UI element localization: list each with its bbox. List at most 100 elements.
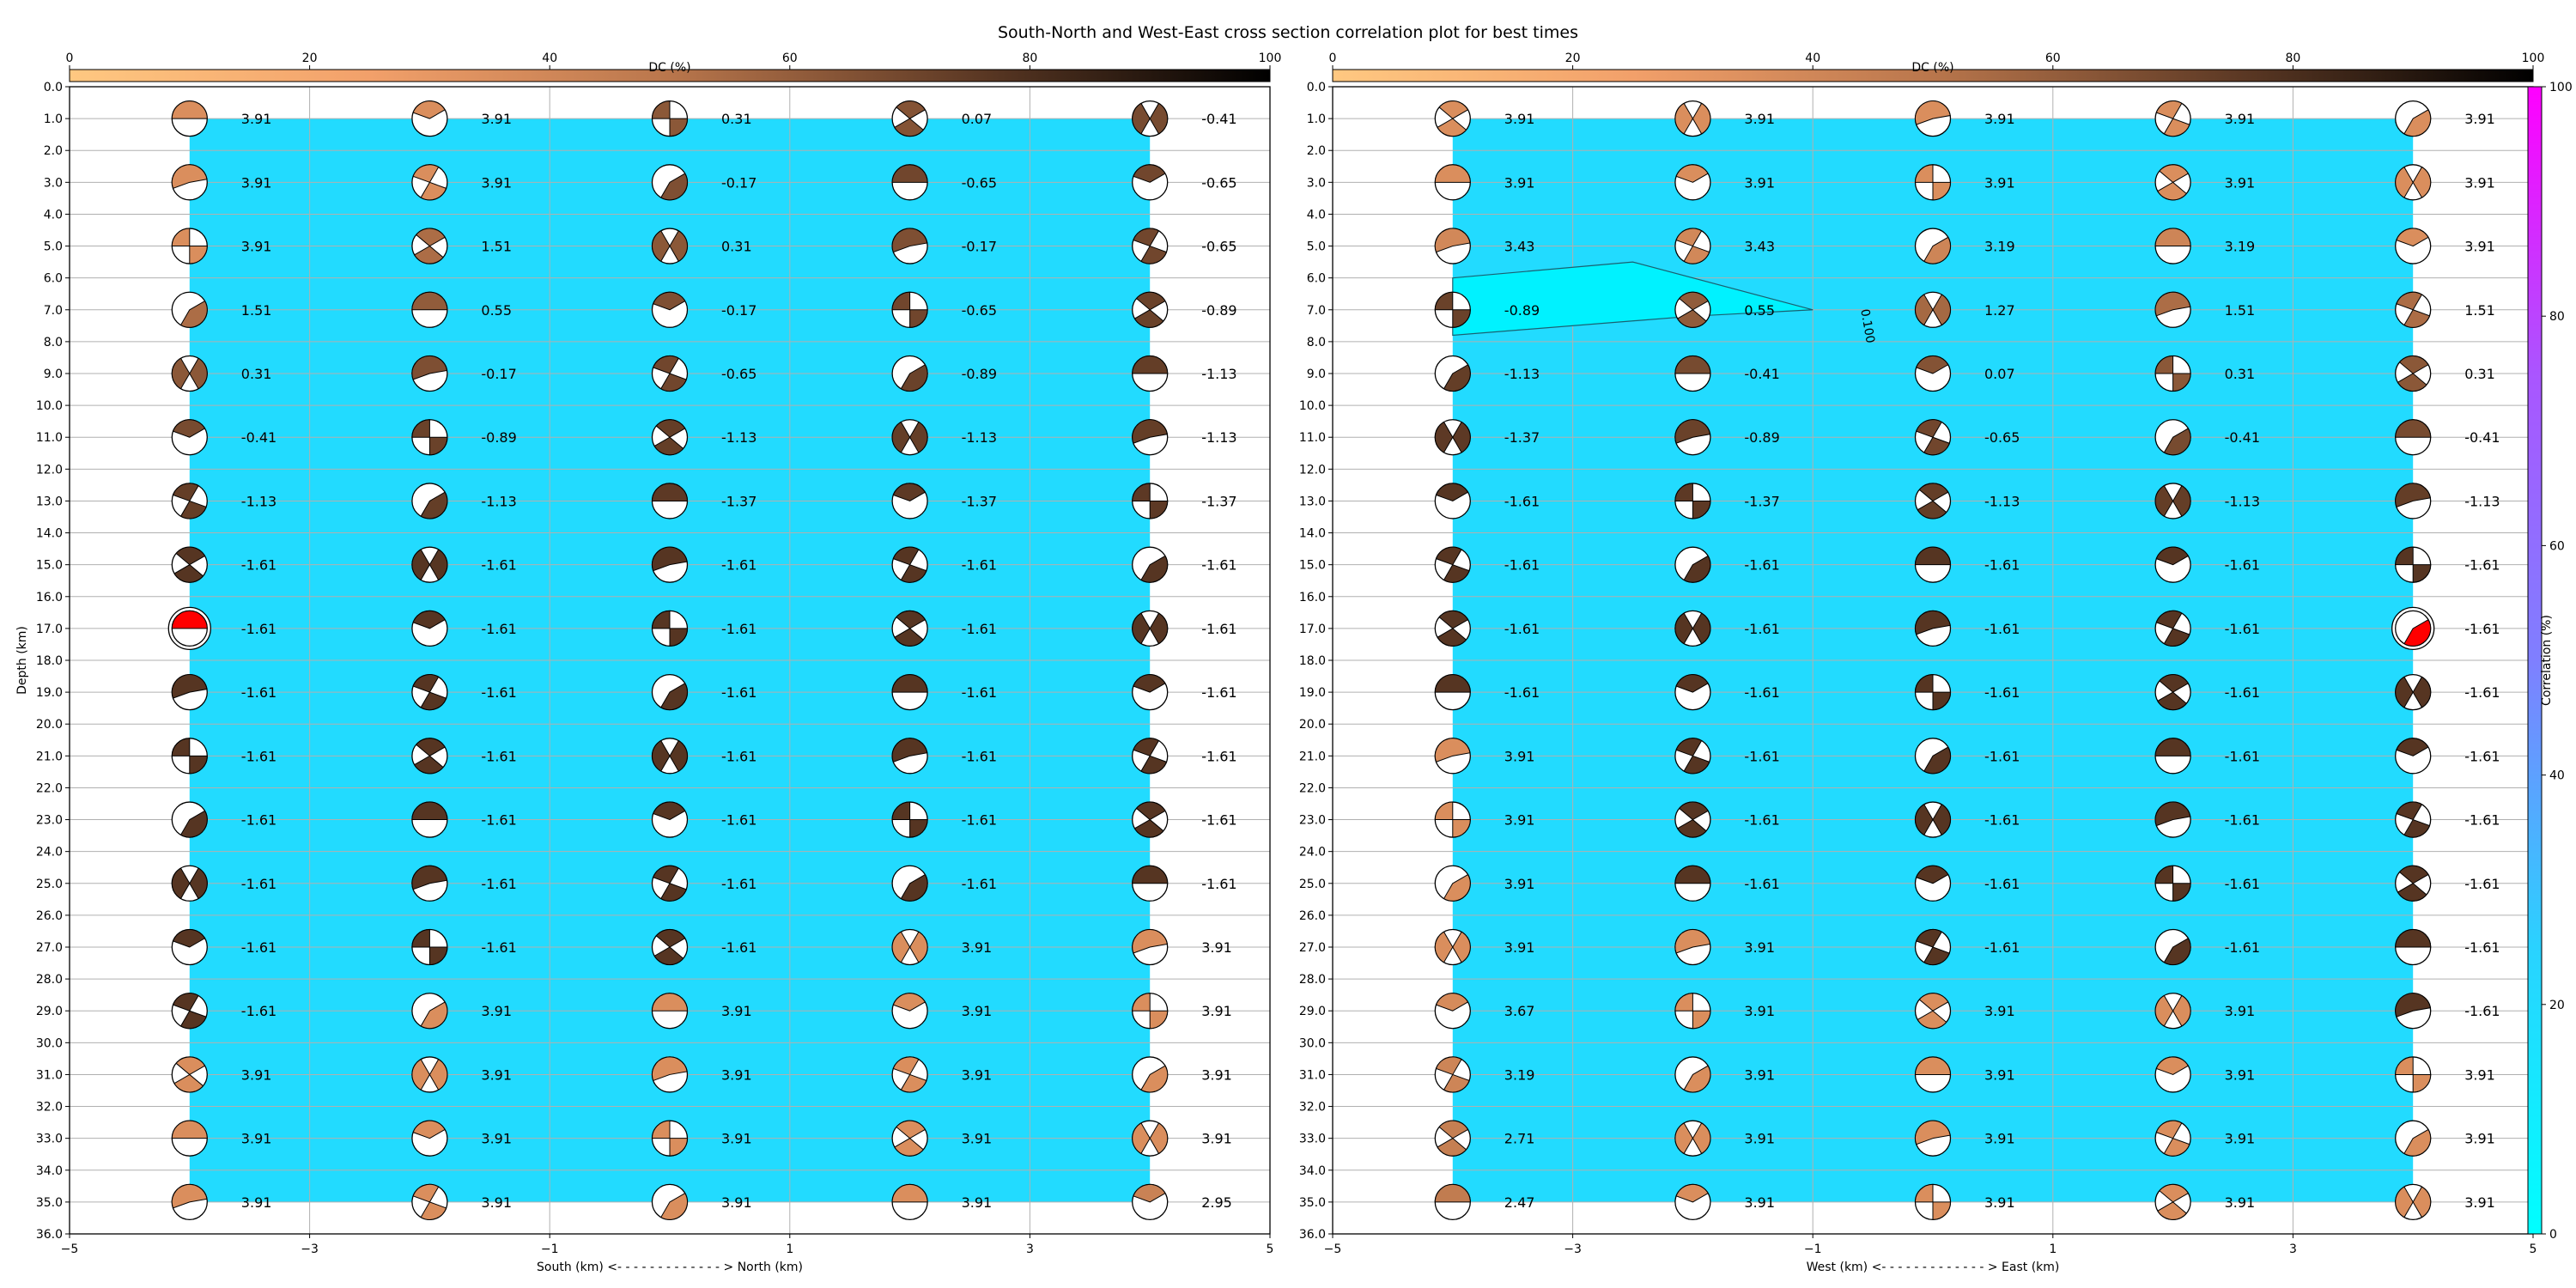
beachball [2395, 419, 2432, 456]
beachball-value-label: 3.91 [1984, 1194, 2015, 1211]
beachball-value-label: -0.17 [721, 302, 756, 319]
beachball-value-label: 3.91 [1504, 812, 1535, 829]
beachball-quadrant [891, 738, 928, 762]
dc-colorbar-bar [1332, 69, 2534, 82]
y-tick-label: 6.0 [1307, 272, 1326, 286]
beachball [171, 993, 208, 1030]
beachball [411, 546, 448, 583]
beachball-quadrant [1683, 245, 1710, 264]
beachball-quadrant [1434, 931, 1454, 963]
beachball-quadrant [1918, 483, 1949, 502]
y-tick-label: 0.0 [44, 81, 63, 94]
beachball-value-label: -0.89 [1744, 429, 1779, 446]
beachball-value-label: 3.19 [2225, 239, 2256, 255]
dc-colorbar: 0 20 40 60 80 100 DC (%) [1329, 52, 2544, 82]
beachball-quadrant [411, 928, 430, 948]
beachball-value-label: -1.61 [2464, 939, 2500, 956]
beachball-quadrant [420, 181, 447, 201]
beachball-quadrant [189, 246, 208, 264]
beachball-value-label: -1.61 [481, 939, 516, 956]
beachball-value-label: 3.91 [1744, 174, 1775, 191]
beachball-value-label: -1.61 [481, 684, 516, 701]
beachball-value-label: 3.91 [1744, 1066, 1775, 1083]
y-tick-label: 6.0 [44, 272, 63, 286]
beachball-quadrant [2398, 355, 2429, 374]
beachball-value-label: -1.61 [241, 621, 276, 637]
beachball-quadrant [1675, 164, 1709, 183]
dc-colorbar-tick-label: 0 [66, 52, 74, 65]
beachball-quadrant [2154, 865, 2174, 884]
beachball-value-label: 3.91 [241, 111, 272, 127]
beachball-quadrant [655, 928, 686, 948]
beachball-quadrant [1923, 236, 1951, 264]
beachball [651, 291, 689, 328]
beachball-value-label: 3.91 [241, 239, 272, 255]
beachball [2154, 164, 2191, 201]
beachball-quadrant [1676, 818, 1707, 838]
beachball-quadrant [1140, 555, 1169, 583]
beachball-quadrant [1132, 102, 1151, 135]
beachball-value-label: -0.41 [2464, 429, 2500, 446]
beachball [1914, 291, 1952, 328]
beachball [891, 738, 928, 775]
beachball-quadrant [1133, 228, 1160, 247]
beachball-value-label: -1.37 [1744, 493, 1779, 509]
beachball-value-label: -1.61 [1984, 876, 2020, 892]
beachball-quadrant [1683, 555, 1711, 583]
x-tick-label: −1 [541, 1242, 559, 1256]
beachball-value-label: 3.91 [2464, 1131, 2495, 1147]
correlation-colorbar-tick-label: 0 [2549, 1228, 2557, 1242]
beachball [2154, 610, 2191, 647]
beachball-quadrant [2154, 994, 2174, 1027]
beachball [411, 865, 448, 902]
beachball [411, 483, 448, 519]
beachball [651, 164, 689, 201]
beachball [1434, 673, 1471, 711]
y-tick-label: 14.0 [1299, 527, 1326, 541]
beachball [1434, 100, 1471, 137]
beachball [651, 865, 689, 902]
beachball [171, 419, 208, 456]
beachball-value-label: 3.91 [1744, 939, 1775, 956]
beachball-value-label: -1.13 [1201, 429, 1236, 446]
beachball [1914, 928, 1952, 966]
beachball-value-label: -1.61 [962, 684, 997, 701]
beachball [1132, 355, 1169, 392]
beachball [1132, 738, 1169, 775]
beachball-quadrant [420, 1001, 448, 1030]
beachball-value-label: 0.31 [2464, 366, 2495, 382]
y-tick-label: 3.0 [1307, 176, 1326, 190]
beachball [1434, 610, 1471, 647]
beachball [1674, 1183, 1711, 1221]
beachball-value-label: -1.61 [2225, 812, 2260, 829]
y-tick-label: 34.0 [36, 1164, 63, 1178]
beachball-value-label: -1.61 [1984, 684, 2020, 701]
beachball-quadrant [2397, 373, 2427, 392]
beachball-quadrant [415, 228, 446, 247]
beachball [1914, 865, 1952, 902]
dc-colorbar-tick-label: 20 [302, 52, 318, 65]
beachball-value-label: 3.91 [1201, 1131, 1232, 1147]
beachball [411, 419, 448, 456]
beachball [2154, 546, 2191, 583]
beachball [171, 546, 208, 583]
beachball-quadrant [660, 683, 688, 711]
beachball-value-label: -0.65 [721, 366, 756, 382]
beachball [2395, 738, 2432, 775]
beachball-quadrant [1132, 419, 1168, 444]
beachball-quadrant [1452, 931, 1471, 963]
beachball-quadrant [2398, 865, 2429, 884]
y-tick-label: 1.0 [1307, 112, 1326, 126]
beachball-quadrant [2155, 546, 2190, 566]
beachball-quadrant [1914, 674, 1934, 693]
y-tick-label: 20.0 [36, 718, 63, 732]
x-tick-label: 3 [2289, 1242, 2297, 1256]
beachball [1674, 1056, 1711, 1093]
y-tick-label: 4.0 [44, 208, 63, 222]
y-tick-label: 19.0 [36, 686, 63, 700]
y-tick-label: 15.0 [36, 559, 63, 573]
beachball [1132, 865, 1169, 902]
beachball-quadrant [1678, 801, 1709, 821]
beachball-value-label: -1.13 [1984, 493, 2020, 509]
beachball-quadrant [896, 610, 927, 629]
